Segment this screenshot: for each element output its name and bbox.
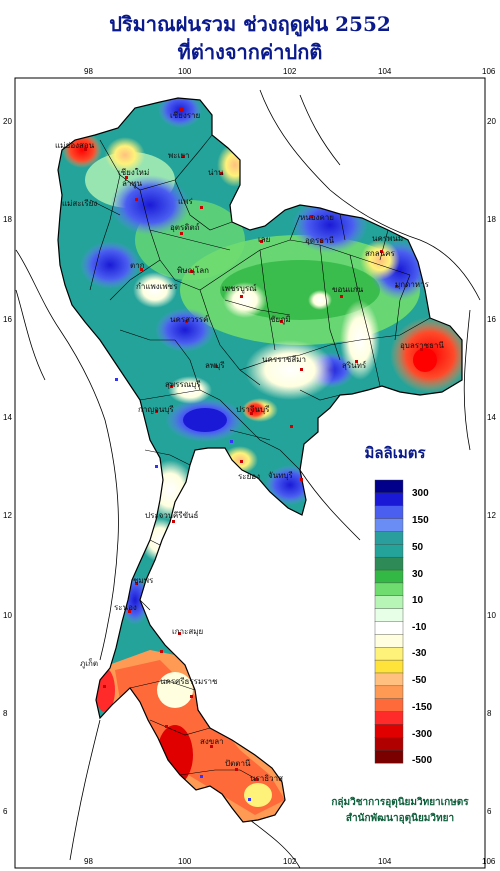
legend-unit-label: มิลลิเมตร xyxy=(364,444,426,462)
place-label: มุกดาหาร xyxy=(395,280,430,289)
x-tick-label: 106 xyxy=(482,67,496,76)
x-tick-label: 100 xyxy=(178,67,192,76)
place-label: นครสวรรค์ xyxy=(170,314,208,324)
y-tick-label: 16 xyxy=(487,315,496,324)
place-label: ระนอง xyxy=(114,603,137,612)
place-label: ภูเก็ต xyxy=(80,658,98,669)
place-label: กำแพงเพชร xyxy=(136,282,178,291)
credit-bureau: สำนักพัฒนาอุตุนิยมวิทยา xyxy=(345,813,455,824)
y-tick-label: 14 xyxy=(3,413,12,422)
place-label: ระยอง xyxy=(238,472,260,481)
x-tick-label: 98 xyxy=(84,857,93,866)
place-label: สุพรรณบุรี xyxy=(165,380,201,389)
place-label: สกลนคร xyxy=(365,249,395,258)
place-label: อุบลราชธานี xyxy=(400,341,444,350)
y-tick-label: 20 xyxy=(487,117,496,126)
place-label: ชัยภูมิ xyxy=(270,315,291,325)
y-tick-label: 6 xyxy=(487,807,492,816)
place-label: ลำพูน xyxy=(122,179,143,189)
y-tick-label: 8 xyxy=(3,709,8,718)
y-tick-label: 8 xyxy=(487,709,492,718)
x-tick-label: 104 xyxy=(378,857,392,866)
place-label: เชียงใหม่ xyxy=(118,168,149,177)
place-label: พิษณุโลก xyxy=(177,265,209,275)
y-tick-label: 10 xyxy=(3,611,12,620)
credit-agency: กลุ่มวิชาการอุตุนิยมวิทยาเกษตร xyxy=(331,797,469,808)
place-label: ลพบุรี xyxy=(205,361,225,370)
place-label: ปราจีนบุรี xyxy=(236,405,270,414)
place-labels: เชียงราย แม่ฮ่องสอน พะเยา เชียงใหม่ ลำพู… xyxy=(55,111,444,783)
place-label: อุตรดิตถ์ xyxy=(170,222,200,232)
map-title-line2: ที่ต่างจากค่าปกติ xyxy=(177,40,323,64)
place-label: แม่ฮ่องสอน xyxy=(55,141,95,150)
y-tick-label: 12 xyxy=(487,511,496,520)
place-label: ปัตตานี xyxy=(225,759,251,768)
place-label: อุดรธานี xyxy=(305,236,335,245)
x-tick-label: 104 xyxy=(378,67,392,76)
place-label: หนองคาย xyxy=(300,213,334,222)
map-title-line1: ปริมาณฝนรวม ช่วงฤดูฝน 2552 xyxy=(109,12,391,36)
place-label: ตาก xyxy=(130,261,145,270)
place-label: น่าน xyxy=(208,168,224,177)
place-label: กาญจนบุรี xyxy=(138,405,174,414)
y-tick-label: 6 xyxy=(3,807,8,816)
place-label: สงขลา xyxy=(200,737,224,746)
place-label: เชียงราย xyxy=(170,111,200,120)
place-label: เพชรบูรณ์ xyxy=(222,283,257,294)
place-label: แพร่ xyxy=(178,197,193,206)
y-tick-label: 18 xyxy=(487,215,496,224)
place-label: นครราชสีมา xyxy=(262,355,306,364)
place-label: เกาะสมุย xyxy=(172,627,203,636)
place-label: ชุมพร xyxy=(133,576,154,585)
y-tick-label: 14 xyxy=(487,413,496,422)
x-tick-label: 98 xyxy=(84,67,93,76)
neighbour-borders xyxy=(15,89,481,869)
place-label: นราธิวาส xyxy=(250,774,283,783)
place-label: เลย xyxy=(258,235,270,244)
place-label: ประจวบคีรีขันธ์ xyxy=(145,510,199,520)
province-boundaries xyxy=(89,134,431,781)
place-label: พะเยา xyxy=(168,151,189,160)
x-tick-label: 106 xyxy=(482,857,496,866)
place-label: จันทบุรี xyxy=(268,471,294,480)
y-tick-label: 20 xyxy=(3,117,12,126)
place-label: สุรินทร์ xyxy=(342,360,367,370)
y-tick-label: 16 xyxy=(3,315,12,324)
place-label: ขอนแก่น xyxy=(332,285,364,294)
y-tick-label: 18 xyxy=(3,215,12,224)
place-label: นครศรีธรรมราช xyxy=(160,677,218,686)
y-tick-label: 12 xyxy=(3,511,12,520)
x-tick-label: 102 xyxy=(283,67,297,76)
x-tick-label: 102 xyxy=(283,857,297,866)
y-tick-label: 10 xyxy=(487,611,496,620)
x-tick-label: 100 xyxy=(178,857,192,866)
station-markers xyxy=(84,108,423,801)
place-label: แม่สะเรียง xyxy=(62,199,97,208)
place-label: นครพนม xyxy=(372,234,403,243)
